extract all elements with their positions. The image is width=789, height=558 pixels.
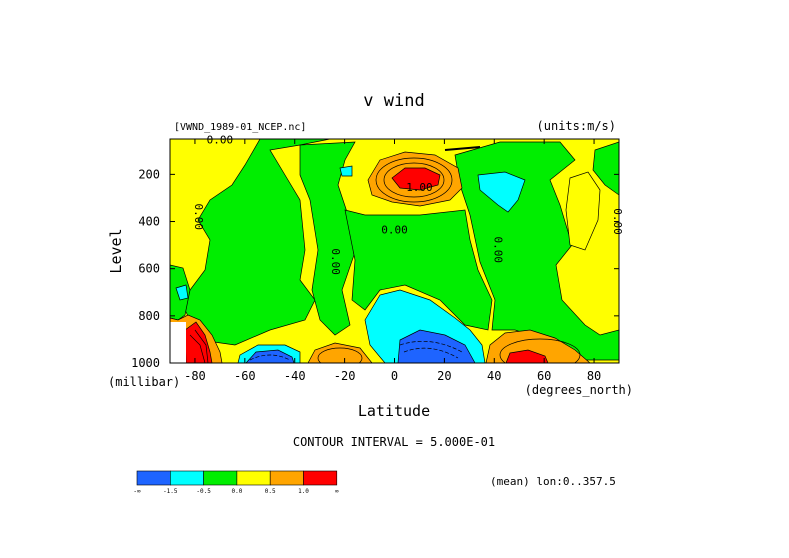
contour-label: 0.00 (381, 223, 408, 236)
x-tick-label: 40 (487, 369, 501, 383)
contour-label: 0.00 (329, 248, 342, 275)
y-tick-label: 200 (138, 167, 160, 181)
x-axis-label: Latitude (358, 402, 430, 420)
contour-label: 0.00 (192, 204, 205, 231)
colorbar-swatch (203, 470, 238, 486)
y-tick-label: 600 (138, 262, 160, 276)
y-tick-label: 800 (138, 309, 160, 323)
blue-region (245, 349, 295, 363)
missing-data (170, 322, 186, 363)
file-label: [VWND_1989-01_NCEP.nc] (174, 122, 306, 133)
contour-field (170, 139, 619, 363)
cyan-region (339, 165, 353, 177)
colorbar-label: 0.0 (231, 488, 242, 495)
x-tick-label: -40 (284, 369, 306, 383)
colorbar-label: 0.5 (265, 488, 276, 495)
cyan-region (477, 171, 526, 213)
colorbar-label: -∞ (133, 488, 141, 495)
colorbar-swatch (303, 470, 338, 486)
x-tick-label: -20 (334, 369, 356, 383)
chart-title: v wind (363, 91, 424, 111)
colorbar-label: ∞ (335, 488, 339, 495)
footer-label: (mean) lon:0..357.5 (490, 475, 616, 488)
x-axis: -80 -60 -40 -20 0 20 40 60 80 (184, 139, 601, 383)
red-region (391, 167, 441, 191)
y-tick-label: 400 (138, 215, 160, 229)
colorbar-label: 1.0 (298, 488, 309, 495)
red-region (184, 321, 213, 363)
colorbar-swatch (236, 470, 271, 486)
x-units-label: (degrees_north) (525, 383, 633, 397)
y-tick-label: 1000 (131, 356, 160, 370)
x-tick-label: -80 (184, 369, 206, 383)
cyan-region (175, 284, 189, 301)
orange-region (307, 342, 373, 363)
green-region (170, 139, 331, 346)
contour-label: 1.00 (406, 181, 433, 194)
colorbar-swatch (136, 470, 171, 486)
x-tick-label: 60 (537, 369, 551, 383)
units-label: (units:m/s) (537, 119, 616, 133)
x-tick-label: 80 (587, 369, 601, 383)
colorbar-swatch (170, 470, 204, 486)
y-axis-label: Level (107, 228, 125, 273)
contour-interval-label: CONTOUR INTERVAL = 5.000E-01 (293, 435, 495, 449)
contour-label: 0.00 (207, 134, 234, 147)
yellow-region (565, 171, 601, 251)
colorbar: -∞ -1.5 -0.5 0.0 0.5 1.0 ∞ (133, 470, 339, 495)
colorbar-swatch (269, 470, 304, 486)
x-tick-label: 0 (391, 369, 398, 383)
green-region (592, 141, 619, 196)
y-units-label: (millibar) (108, 375, 180, 389)
y-axis: 200 400 600 800 1000 (131, 167, 619, 370)
colorbar-label: -1.5 (163, 488, 178, 495)
green-region (344, 209, 493, 331)
colorbar-label: -0.5 (196, 488, 211, 495)
blue-region (397, 329, 476, 363)
red-region (505, 349, 549, 363)
x-tick-label: 20 (437, 369, 451, 383)
x-tick-label: -60 (234, 369, 256, 383)
contour-label: 0.00 (491, 237, 504, 263)
